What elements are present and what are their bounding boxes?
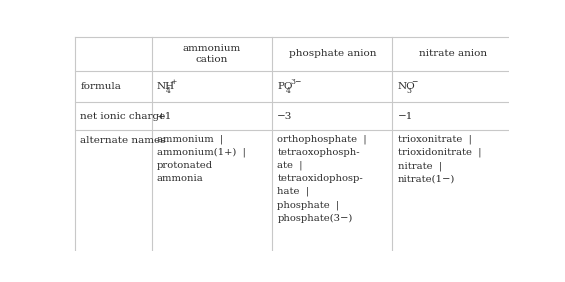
Text: +: + bbox=[170, 78, 177, 86]
Text: alternate names: alternate names bbox=[80, 136, 166, 145]
Text: 4: 4 bbox=[286, 87, 291, 95]
Text: 4: 4 bbox=[166, 87, 171, 95]
Text: −3: −3 bbox=[277, 112, 293, 121]
Text: −1: −1 bbox=[398, 112, 413, 121]
Text: ammonium
cation: ammonium cation bbox=[182, 44, 241, 64]
Text: PO: PO bbox=[277, 82, 293, 91]
Text: orthophosphate  |
tetraoxophosph-
ate  |
tetraoxidophosp-
hate  |
phosphate  |
p: orthophosphate | tetraoxophosph- ate | t… bbox=[277, 135, 367, 223]
Text: −: − bbox=[411, 78, 418, 86]
Text: phosphate anion: phosphate anion bbox=[289, 49, 376, 58]
Text: NH: NH bbox=[157, 82, 175, 91]
Text: formula: formula bbox=[80, 82, 121, 91]
Text: net ionic charge: net ionic charge bbox=[80, 112, 166, 121]
Text: trioxonitrate  |
trioxidonitrate  |
nitrate  |
nitrate(1−): trioxonitrate | trioxidonitrate | nitrat… bbox=[398, 135, 481, 183]
Text: NO: NO bbox=[398, 82, 415, 91]
Text: 3: 3 bbox=[407, 87, 411, 95]
Text: 3−: 3− bbox=[290, 78, 302, 86]
Text: +1: +1 bbox=[157, 112, 172, 121]
Text: ammonium  |
ammonium(1+)  |
protonated
ammonia: ammonium | ammonium(1+) | protonated amm… bbox=[157, 135, 246, 183]
Text: nitrate anion: nitrate anion bbox=[419, 49, 486, 58]
